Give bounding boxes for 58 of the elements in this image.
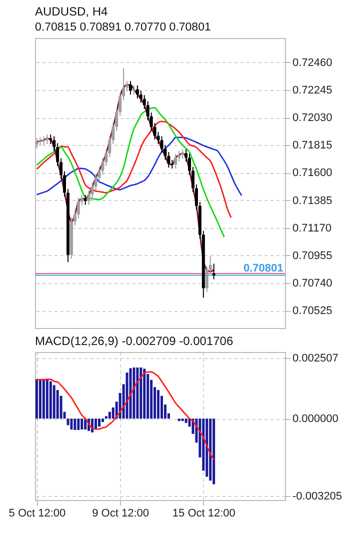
y-tick-label: 0.72030 bbox=[292, 112, 332, 124]
candlestick bbox=[128, 80, 132, 95]
bar bbox=[209, 418, 212, 481]
bar bbox=[212, 418, 216, 484]
bar bbox=[42, 380, 45, 419]
chart-subtitle: 0.70815 0.70891 0.70770 0.70801 bbox=[35, 22, 211, 34]
line-series bbox=[36, 371, 215, 460]
y-tick-label: 0.000000 bbox=[292, 413, 338, 426]
x-tick-label: 9 Oct 12:00 bbox=[92, 508, 150, 520]
bar bbox=[66, 418, 70, 426]
bar bbox=[80, 418, 84, 430]
bar bbox=[178, 418, 180, 422]
y-tick-label: 0.71815 bbox=[292, 140, 332, 152]
bar bbox=[38, 380, 42, 419]
bar bbox=[184, 418, 188, 423]
y-tick-label: 0.70525 bbox=[292, 305, 332, 318]
bar bbox=[181, 418, 184, 422]
bar bbox=[206, 418, 208, 477]
ref-line-label: 0.70801 bbox=[244, 262, 284, 274]
bar bbox=[143, 368, 146, 419]
bar bbox=[129, 368, 132, 419]
y-tick-label: 0.71385 bbox=[292, 194, 332, 207]
bar bbox=[157, 390, 160, 419]
line-series bbox=[36, 106, 225, 238]
y-tick-label: 0.72460 bbox=[292, 56, 332, 69]
bar bbox=[52, 385, 56, 419]
y-tick-label: 0.72245 bbox=[292, 84, 332, 96]
candlestick bbox=[212, 263, 216, 280]
bar bbox=[108, 412, 111, 419]
x-tick-label: 15 Oct 12:00 bbox=[172, 508, 236, 520]
x-tick-label: 5 Oct 12:00 bbox=[8, 508, 66, 520]
candlestick bbox=[181, 148, 184, 160]
bar bbox=[35, 379, 38, 419]
line-series bbox=[36, 136, 242, 196]
candlestick bbox=[174, 153, 178, 169]
bar bbox=[104, 416, 108, 419]
y-tick-label: 0.71170 bbox=[292, 222, 332, 234]
bar bbox=[74, 418, 76, 430]
chart-title: MACD(12,26,9) -0.002709 -0.001706 bbox=[35, 334, 234, 348]
bar bbox=[49, 381, 52, 419]
y-tick-label: 0.70740 bbox=[292, 278, 332, 290]
bar bbox=[101, 418, 104, 422]
bar bbox=[77, 418, 80, 430]
y-tick-label: 0.71600 bbox=[292, 167, 332, 180]
chart-title: AUDUSD, H4 bbox=[35, 4, 108, 18]
bar bbox=[132, 368, 136, 419]
bar bbox=[98, 418, 100, 427]
candlestick bbox=[84, 194, 87, 206]
candlestick bbox=[35, 137, 38, 149]
line-series bbox=[36, 120, 232, 218]
y-tick-label: 0.002507 bbox=[292, 352, 338, 364]
candlestick bbox=[136, 84, 139, 99]
y-tick-label: 0.70955 bbox=[292, 250, 332, 262]
bar bbox=[136, 368, 139, 419]
bar bbox=[140, 368, 142, 419]
bar bbox=[70, 418, 73, 430]
y-tick-label: -0.003205 bbox=[292, 490, 342, 503]
bar bbox=[46, 379, 48, 419]
